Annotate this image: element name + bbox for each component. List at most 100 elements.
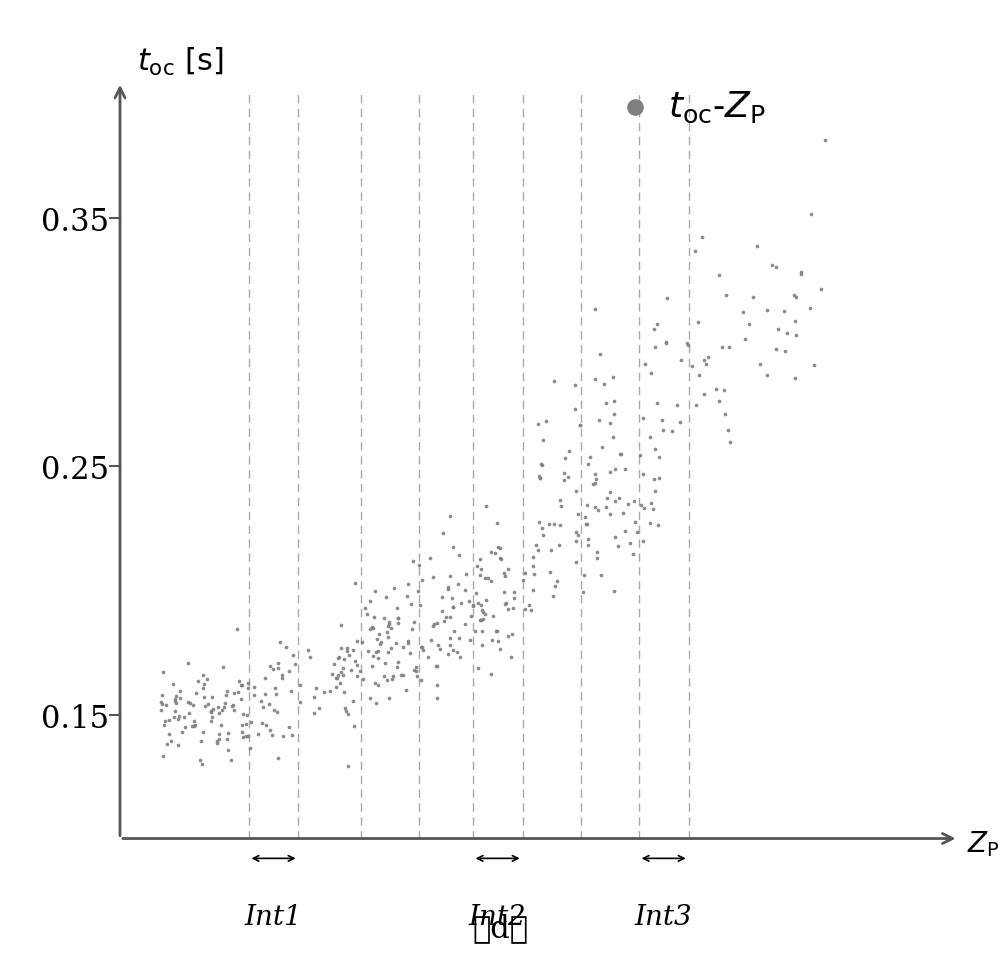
Point (553, 498, 569, 514)
Point (226, 702, 242, 718)
Point (384, 671, 400, 686)
Point (186, 713, 202, 728)
Point (517, 565, 533, 580)
Point (452, 649, 468, 664)
Point (270, 751, 286, 766)
Point (680, 338, 696, 354)
Point (181, 706, 197, 721)
Point (531, 515, 547, 530)
Point (490, 540, 506, 556)
Point (469, 558, 485, 574)
Point (444, 591, 460, 606)
Point (155, 748, 171, 763)
Point (362, 594, 378, 609)
Point (266, 702, 282, 718)
Point (367, 584, 383, 599)
Point (425, 570, 441, 585)
Point (370, 644, 386, 659)
Point (156, 718, 172, 733)
Point (380, 630, 396, 645)
Point (347, 576, 363, 591)
Point (373, 635, 389, 650)
Point (545, 588, 561, 603)
Point (716, 382, 732, 397)
Point (592, 347, 608, 362)
Point (649, 395, 665, 411)
Point (787, 372, 803, 387)
Point (691, 369, 707, 384)
Point (546, 517, 562, 532)
Point (817, 133, 833, 149)
Point (154, 688, 170, 703)
Point (161, 726, 177, 741)
Point (645, 502, 661, 517)
Point (478, 593, 494, 608)
Point (234, 725, 250, 740)
Point (720, 423, 736, 438)
Point (493, 552, 509, 567)
Point (517, 602, 533, 618)
Point (793, 267, 809, 282)
Point (399, 588, 415, 603)
Point (546, 374, 562, 389)
Point (617, 461, 633, 476)
Point (333, 618, 349, 633)
Point (420, 650, 436, 665)
Point (474, 603, 490, 618)
Point (613, 447, 629, 462)
Point (477, 606, 493, 621)
Point (445, 599, 461, 615)
Point (589, 551, 605, 566)
Point (556, 473, 572, 488)
Point (161, 713, 177, 728)
Point (587, 467, 603, 482)
Point (177, 720, 193, 735)
Point (472, 613, 488, 628)
Point (380, 618, 396, 634)
Point (428, 659, 444, 674)
Point (376, 669, 392, 684)
Point (153, 703, 169, 719)
Point (281, 663, 297, 679)
Point (587, 476, 603, 491)
Point (172, 684, 188, 700)
Point (220, 726, 236, 741)
Point (336, 684, 352, 700)
Point (390, 611, 406, 626)
Point (542, 565, 558, 580)
Point (359, 606, 375, 621)
Point (442, 569, 458, 584)
Point (647, 483, 663, 498)
Point (381, 615, 397, 630)
Point (646, 472, 662, 487)
Point (793, 266, 809, 281)
Point (239, 708, 255, 723)
Point (659, 291, 675, 306)
Point (153, 695, 169, 710)
Point (333, 641, 349, 657)
Point (405, 554, 421, 569)
Point (722, 435, 738, 450)
Point (786, 288, 802, 303)
Point (223, 752, 239, 767)
Point (688, 397, 704, 413)
Point (453, 596, 469, 611)
Point (643, 496, 659, 511)
Point (306, 689, 322, 704)
Point (610, 538, 626, 554)
Point (504, 626, 520, 641)
Point (552, 518, 568, 534)
Point (474, 638, 490, 653)
Point (500, 562, 516, 578)
Point (171, 709, 187, 724)
Point (442, 509, 458, 524)
Point (292, 678, 308, 693)
Point (225, 698, 241, 713)
Point (425, 618, 441, 634)
Point (637, 356, 653, 372)
Point (170, 712, 186, 727)
Point (752, 356, 768, 372)
Point (635, 535, 651, 550)
Point (270, 656, 286, 671)
Point (576, 567, 592, 582)
